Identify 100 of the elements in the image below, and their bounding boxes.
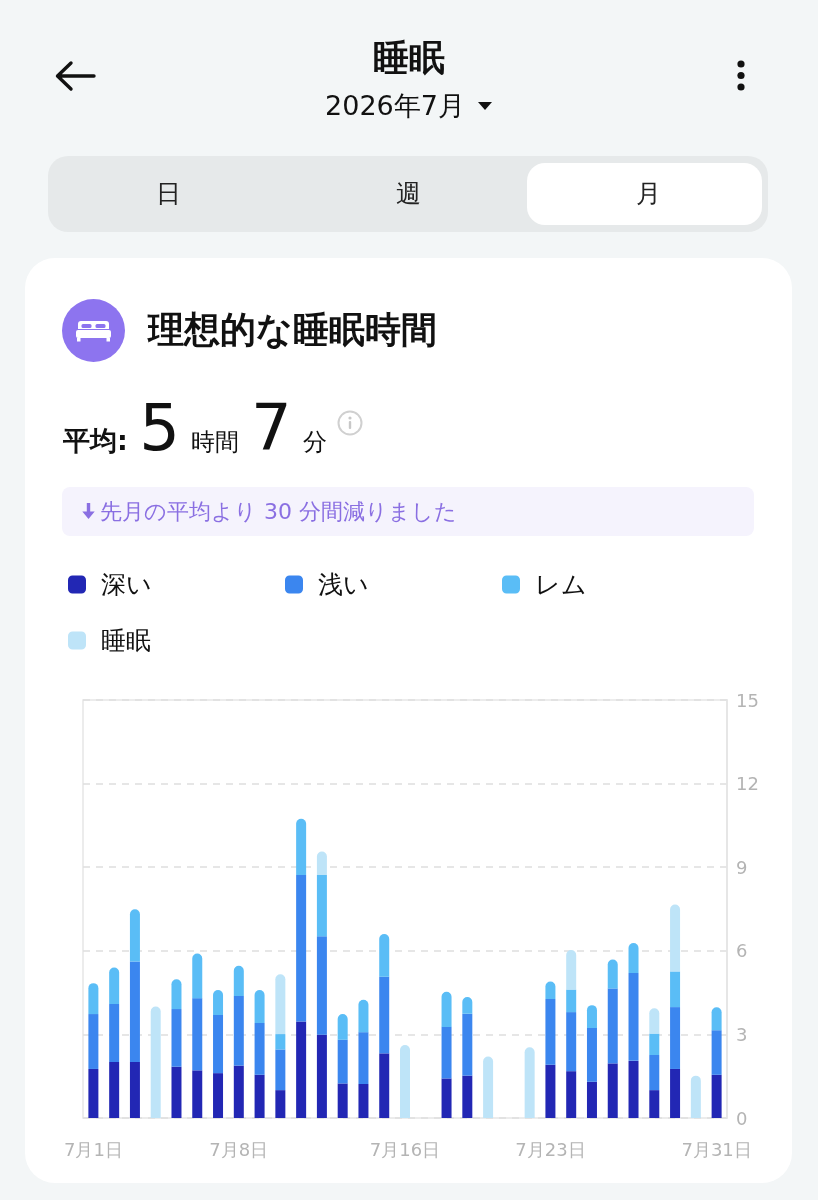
y-tick-label: 6 (736, 940, 748, 962)
bar (233, 965, 244, 996)
bar (690, 1075, 701, 1118)
bar (296, 875, 307, 1022)
bar (192, 998, 203, 1071)
bar (545, 999, 556, 1065)
text: 平均: 5 時間 7 分 (63, 391, 328, 465)
bar (213, 990, 224, 1015)
bar (670, 971, 681, 1008)
bar (586, 1081, 597, 1118)
bar (649, 1033, 660, 1056)
chart-subtitle: 2026年7月 (325, 89, 465, 123)
bar (670, 1007, 681, 1069)
bar (711, 1030, 722, 1075)
bar (316, 851, 327, 875)
x-tick-label: 7月23日 (515, 1138, 586, 1160)
bar (441, 991, 452, 1027)
bar (670, 904, 681, 972)
bar (628, 1060, 639, 1118)
bar (171, 1066, 182, 1118)
bar (129, 1061, 140, 1118)
bar (524, 1047, 535, 1118)
bar (275, 1090, 286, 1118)
legend-label: 睡眠 (101, 626, 151, 655)
bar (316, 875, 327, 937)
bar (150, 1006, 161, 1118)
bar (379, 1053, 390, 1118)
bar (462, 1075, 473, 1118)
bar (109, 967, 120, 1005)
y-tick-label: 12 (736, 773, 759, 795)
x-tick-label: 7月1日 (63, 1138, 123, 1160)
chart-title: 睡眠 (373, 36, 445, 80)
bar (316, 936, 327, 1035)
bar (296, 818, 307, 875)
bar (379, 934, 390, 977)
bar (649, 1008, 660, 1034)
bar (233, 995, 244, 1066)
bar (316, 1034, 327, 1118)
notice-box: 先月の平均より 30 分間減りました (62, 487, 754, 536)
bar (545, 1064, 556, 1118)
bar (254, 1022, 265, 1075)
bar (649, 1055, 660, 1091)
bar (88, 1068, 99, 1118)
bar (441, 1078, 452, 1118)
bar (607, 1063, 618, 1118)
bar (566, 949, 577, 990)
segmented-control: 日 週 月 (48, 156, 768, 232)
bar (586, 1027, 597, 1082)
bar (566, 1012, 577, 1072)
bar (483, 1056, 494, 1118)
bar (711, 1007, 722, 1031)
bar (254, 1074, 265, 1118)
bar (275, 974, 286, 1035)
bar (566, 1071, 577, 1118)
x-tick-label: 7月31日 (681, 1138, 752, 1160)
bar (109, 1061, 120, 1118)
bar (358, 1084, 369, 1118)
bar (628, 973, 639, 1061)
bar (607, 959, 618, 989)
x-tick-label: 7月16日 (369, 1138, 441, 1160)
bar (400, 1044, 410, 1118)
bar (171, 1009, 182, 1067)
bar (670, 1068, 681, 1118)
bar (275, 1034, 286, 1050)
y-tick-label: 3 (736, 1023, 748, 1045)
bar (88, 1014, 99, 1069)
bar (358, 1032, 369, 1084)
x-tick-label: 7月8日 (209, 1138, 269, 1160)
bar (171, 979, 182, 1010)
legend-label: 深い (101, 570, 152, 599)
bar (586, 1005, 597, 1028)
bar (129, 961, 140, 1062)
bar (358, 999, 369, 1033)
bar (88, 983, 99, 1015)
y-tick-label: 0 (736, 1107, 748, 1129)
bar (337, 1014, 348, 1040)
bar (441, 1026, 452, 1079)
bar (566, 989, 577, 1013)
bar (607, 988, 618, 1064)
bar (109, 1004, 120, 1062)
bar (213, 1014, 224, 1074)
bar (275, 1049, 286, 1091)
bar (711, 1074, 722, 1118)
bar (628, 943, 639, 974)
bar (649, 1090, 660, 1118)
bar (192, 1070, 203, 1118)
bar (379, 976, 390, 1054)
bar (233, 1065, 244, 1118)
bar (462, 1013, 473, 1076)
legend-label: レム (535, 570, 587, 599)
bar (337, 1039, 348, 1084)
text: 理想的な睡眠時間 (148, 308, 437, 352)
bar (296, 1021, 307, 1118)
y-tick-label: 15 (736, 689, 759, 711)
legend-label: 浅い (318, 570, 369, 599)
bar (192, 953, 203, 999)
y-tick-label: 9 (736, 856, 748, 878)
bar (213, 1073, 224, 1118)
bar (337, 1083, 348, 1118)
bar (129, 909, 140, 962)
